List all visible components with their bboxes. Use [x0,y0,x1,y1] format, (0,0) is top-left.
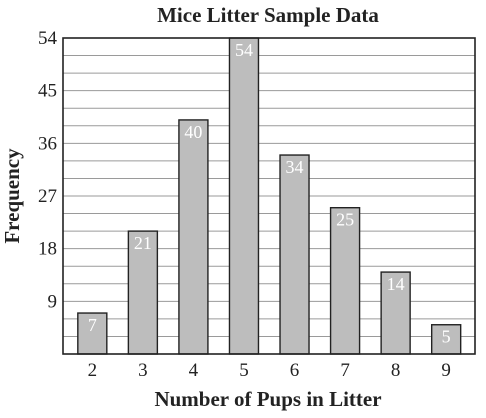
x-tick-label: 3 [138,360,148,381]
y-tick-label: 9 [48,291,58,312]
data-label: 5 [442,327,451,347]
plot-frame [62,37,476,355]
chart-title: Mice Litter Sample Data [157,3,379,27]
x-tick-label: 9 [441,360,451,381]
data-label: 25 [336,210,354,230]
bar-8 [380,271,411,355]
bar-9 [430,324,462,355]
x-tick-label: 6 [290,360,300,381]
bar-4 [178,119,209,355]
data-label: 21 [134,233,152,253]
x-tick-label: 7 [340,360,350,381]
gridlines [63,55,475,337]
data-label: 34 [286,157,304,177]
y-tick-label: 27 [38,186,57,207]
x-tick-label: 8 [391,360,401,381]
x-axis-label: Number of Pups in Litter [154,387,381,411]
x-tick-labels: 2 3 4 5 6 7 8 9 [88,360,451,381]
y-axis-label: Frequency [0,148,24,244]
y-tick-label: 18 [38,239,57,260]
data-labels: 7 21 40 54 34 25 14 5 [88,40,451,347]
x-tick-label: 5 [239,360,249,381]
bar-3 [127,230,159,355]
bar-5 [228,37,260,355]
y-tick-label: 45 [38,81,57,102]
data-label: 14 [387,274,405,294]
data-label: 54 [235,40,253,60]
bar-6 [279,154,310,355]
y-tick-labels: 9 18 27 36 45 54 [38,28,58,312]
y-tick-label: 36 [38,133,57,154]
data-label: 7 [88,315,97,335]
data-label: 40 [184,122,202,142]
bars [77,37,462,355]
bar-7 [329,207,361,355]
x-tick-label: 4 [189,360,199,381]
x-tick-label: 2 [88,360,98,381]
y-tick-label: 54 [38,28,58,49]
